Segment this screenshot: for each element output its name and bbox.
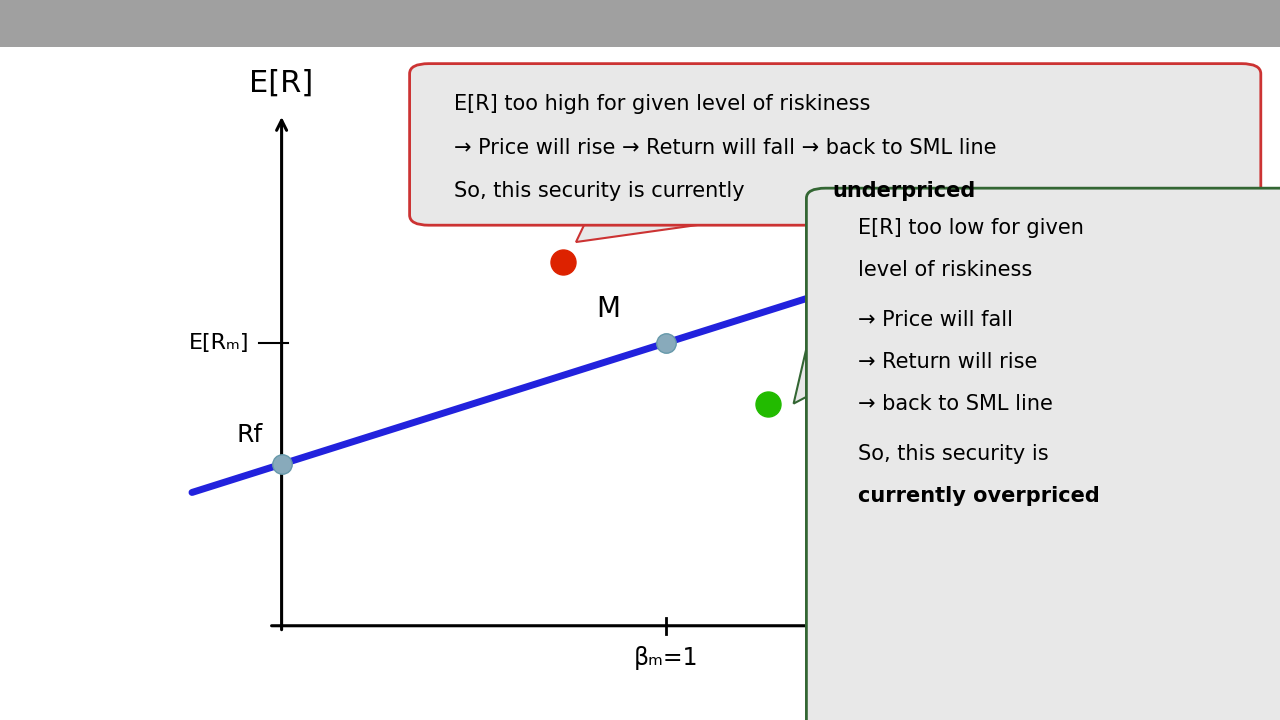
FancyBboxPatch shape bbox=[410, 63, 1261, 225]
Text: → Return will rise: → Return will rise bbox=[858, 352, 1037, 372]
Text: M: M bbox=[596, 294, 620, 323]
Text: currently overpriced: currently overpriced bbox=[858, 485, 1100, 505]
Text: → Price will rise → Return will fall → back to SML line: → Price will rise → Return will fall → b… bbox=[454, 138, 997, 158]
FancyBboxPatch shape bbox=[806, 188, 1280, 720]
Text: So, this security is currently: So, this security is currently bbox=[454, 181, 751, 202]
Text: β: β bbox=[1082, 609, 1103, 642]
Polygon shape bbox=[576, 215, 768, 242]
Text: Rf: Rf bbox=[236, 423, 262, 447]
Text: → Price will fall: → Price will fall bbox=[858, 310, 1012, 330]
Text: So, this security is: So, this security is bbox=[858, 444, 1048, 464]
Text: underpriced: underpriced bbox=[832, 181, 975, 202]
Text: E[R] too high for given level of riskiness: E[R] too high for given level of riskine… bbox=[454, 94, 870, 114]
Text: level of riskiness: level of riskiness bbox=[858, 260, 1032, 280]
Text: → back to SML line: → back to SML line bbox=[858, 394, 1052, 414]
Text: E[Rₘ]: E[Rₘ] bbox=[189, 333, 250, 353]
Text: SML: SML bbox=[992, 228, 1064, 256]
Text: E[R] too low for given: E[R] too low for given bbox=[858, 218, 1083, 238]
Polygon shape bbox=[794, 266, 826, 404]
Text: βₘ=1: βₘ=1 bbox=[634, 646, 698, 670]
Text: E[R]: E[R] bbox=[250, 68, 314, 97]
